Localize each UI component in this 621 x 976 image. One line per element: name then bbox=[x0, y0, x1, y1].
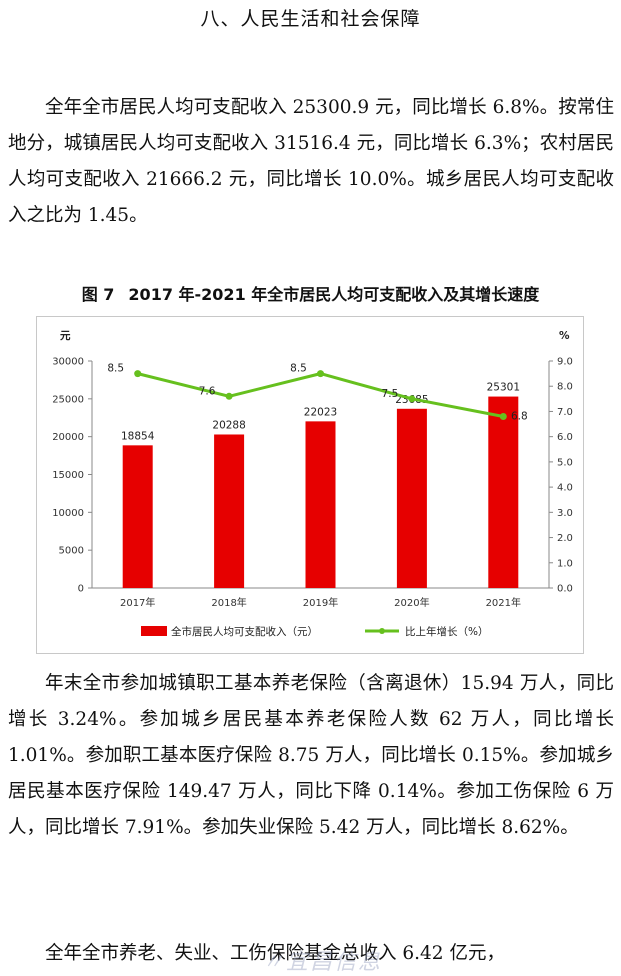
left-tick-label: 25000 bbox=[52, 394, 84, 405]
category-label: 2021年 bbox=[486, 596, 521, 609]
income-bar-label: 20288 bbox=[212, 419, 245, 431]
income-bar bbox=[396, 408, 427, 588]
income-paragraph: 全年全市居民人均可支配收入 25300.9 元，同比增长 6.8%。按常住地分，… bbox=[8, 97, 614, 226]
left-tick-label: 15000 bbox=[52, 470, 84, 481]
left-tick-label: 30000 bbox=[52, 357, 84, 368]
growth-point-label: 8.5 bbox=[107, 363, 124, 375]
growth-point bbox=[499, 412, 507, 420]
income-bar-label: 18854 bbox=[121, 430, 155, 442]
figure-caption: 图 7 2017 年-2021 年全市居民人均可支配收入及其增长速度 bbox=[0, 281, 621, 305]
income-bar bbox=[305, 421, 336, 588]
income-bar bbox=[122, 445, 153, 588]
legend-line-label: 比上年增长（%） bbox=[405, 625, 488, 638]
income-bar bbox=[488, 396, 519, 588]
legend-bar-swatch bbox=[141, 626, 167, 636]
growth-point bbox=[225, 392, 233, 400]
left-tick-label: 10000 bbox=[52, 508, 84, 519]
right-tick-label: 8.0 bbox=[557, 382, 573, 393]
income-bar-label: 22023 bbox=[304, 406, 337, 418]
growth-point bbox=[408, 395, 416, 403]
income-bar-label: 25301 bbox=[487, 382, 520, 394]
right-tick-label: 5.0 bbox=[557, 457, 573, 468]
growth-point-label: 8.5 bbox=[290, 363, 307, 375]
figure-title: 2017 年-2021 年全市居民人均可支配收入及其增长速度 bbox=[128, 285, 540, 304]
watermark: 〃宜昌信息 bbox=[262, 950, 383, 975]
right-axis-unit: % bbox=[559, 330, 570, 342]
fund-paragraph: 全年全市养老、失业、工伤保险基金总收入 6.42 亿元， bbox=[45, 943, 505, 964]
left-tick-label: 0 bbox=[78, 584, 84, 595]
section-title: 八、人民生活和社会保障 bbox=[200, 8, 421, 30]
income-chart: 元% 0 5000 10000 15000 20000 25000 30000 0.0 1.0 2.… bbox=[36, 316, 584, 654]
right-tick-label: 3.0 bbox=[557, 508, 573, 519]
left-axis-unit: 元 bbox=[60, 330, 71, 342]
growth-point bbox=[317, 370, 324, 378]
left-tick-label: 5000 bbox=[59, 546, 84, 557]
growth-point-label: 6.8 bbox=[511, 410, 528, 422]
growth-point bbox=[134, 370, 142, 378]
figure-number: 图 7 bbox=[81, 285, 115, 304]
right-tick-label: 4.0 bbox=[557, 483, 573, 494]
right-tick-label: 0.0 bbox=[557, 584, 573, 595]
right-tick-label: 6.0 bbox=[557, 432, 573, 443]
left-tick-label: 20000 bbox=[52, 432, 84, 443]
right-tick-label: 1.0 bbox=[557, 558, 573, 569]
legend-bar-label: 全市居民人均可支配收入（元） bbox=[171, 625, 318, 638]
category-label: 2017年 bbox=[120, 596, 155, 609]
category-label: 2019年 bbox=[303, 596, 338, 609]
legend-line-marker bbox=[379, 628, 385, 634]
growth-point-label: 7.6 bbox=[199, 385, 216, 397]
category-label: 2018年 bbox=[211, 596, 246, 609]
social-security-paragraph: 年末全市参加城镇职工基本养老保险（含离退休）15.94 万人，同比增长 3.24… bbox=[8, 673, 614, 838]
right-tick-label: 2.0 bbox=[557, 533, 573, 544]
growth-point-label: 7.5 bbox=[382, 388, 399, 400]
income-bar bbox=[214, 434, 245, 588]
right-tick-label: 7.0 bbox=[557, 407, 573, 418]
category-label: 2020年 bbox=[394, 596, 429, 609]
right-tick-label: 9.0 bbox=[557, 357, 573, 368]
chart-canvas: 元 % 0 5000 10000 15000 20000 25000 30000 0.0 1.0 2.… bbox=[52, 330, 573, 638]
